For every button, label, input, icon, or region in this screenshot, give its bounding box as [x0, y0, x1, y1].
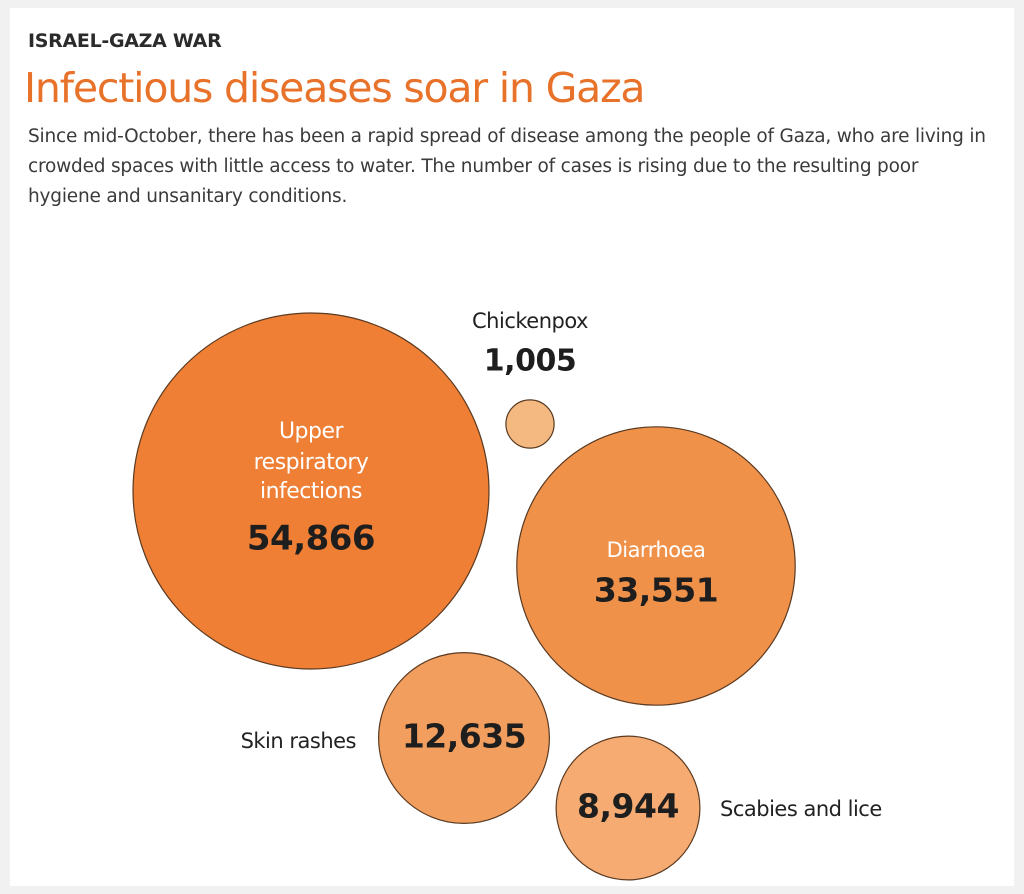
category-label-diarrhoea: Diarrhoea: [607, 538, 706, 562]
bubble-group-skin-rashes: Skin rashes 12,635: [241, 651, 551, 824]
category-label-upper-respiratory-infections-line-1: Upper: [279, 419, 345, 444]
category-label-chickenpox: Chickenpox: [472, 309, 588, 333]
value-label-chickenpox: 1,005: [484, 344, 576, 379]
bubble-group-scabies-and-lice: Scabies and lice 8,944: [555, 735, 882, 881]
bubble-group-chickenpox: Chickenpox 1,005: [472, 309, 589, 449]
bubble-skin-rashes: [378, 651, 551, 824]
bubble-scabies-and-lice: [555, 735, 701, 881]
bubble-chickenpox: [505, 399, 555, 449]
kicker-label: ISRAEL-GAZA WAR: [28, 30, 222, 52]
category-label-upper-respiratory-infections-line-3: infections: [260, 479, 362, 504]
category-label-upper-respiratory-infections-line-2: respiratory: [254, 450, 369, 475]
bubble-diarrhoea: [516, 426, 796, 706]
value-label-scabies-and-lice: 8,944: [577, 787, 679, 826]
value-label-upper-respiratory-infections: 54,866: [247, 519, 375, 559]
bubble-upper-respiratory-infections: [132, 312, 490, 670]
chart-subtitle: Since mid-October, there has been a rapi…: [28, 126, 986, 207]
bubble-group-upper-respiratory-infections: Upper respiratory infections 54,866: [132, 312, 490, 670]
category-label-skin-rashes: Skin rashes: [241, 729, 356, 753]
value-label-skin-rashes: 12,635: [402, 717, 526, 756]
bubble-group-diarrhoea: Diarrhoea 33,551: [516, 426, 796, 706]
value-label-diarrhoea: 33,551: [594, 571, 718, 610]
chart-title: Infectious diseases soar in Gaza: [24, 64, 646, 112]
category-label-scabies-and-lice: Scabies and lice: [720, 797, 882, 821]
